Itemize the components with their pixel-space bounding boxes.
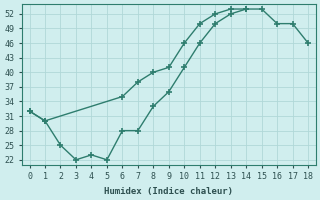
X-axis label: Humidex (Indice chaleur): Humidex (Indice chaleur) [104,187,233,196]
